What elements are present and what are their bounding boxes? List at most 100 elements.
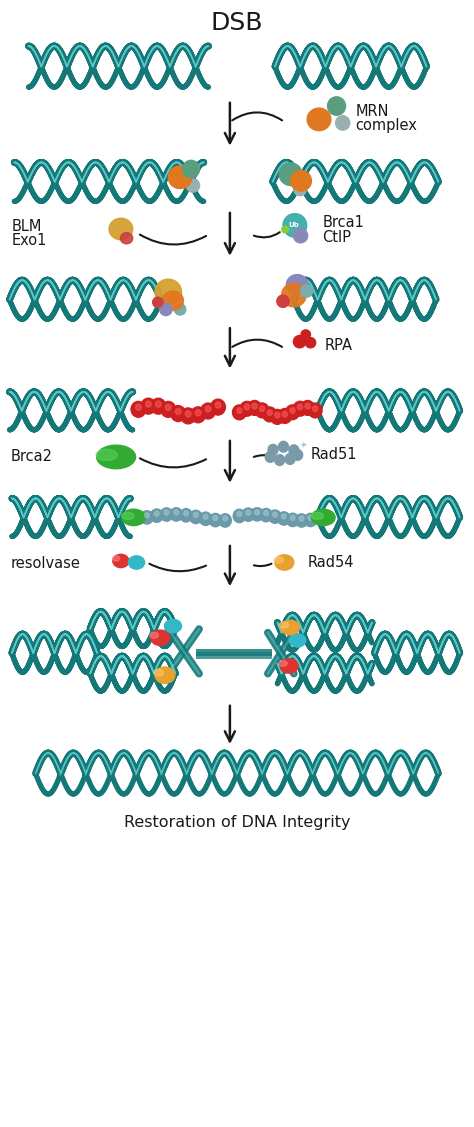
Circle shape (248, 400, 262, 416)
Circle shape (184, 511, 189, 516)
Circle shape (290, 408, 295, 414)
Ellipse shape (328, 97, 346, 115)
Circle shape (285, 453, 295, 464)
Circle shape (174, 509, 179, 515)
Circle shape (264, 511, 268, 516)
Circle shape (240, 401, 254, 416)
Circle shape (309, 403, 322, 418)
Circle shape (270, 409, 284, 424)
Ellipse shape (150, 632, 158, 638)
Ellipse shape (174, 304, 186, 316)
Circle shape (213, 515, 218, 521)
Text: Brca1: Brca1 (322, 215, 364, 230)
Circle shape (203, 514, 208, 520)
Ellipse shape (291, 170, 311, 192)
Ellipse shape (151, 630, 170, 646)
Circle shape (160, 508, 173, 521)
Circle shape (285, 405, 300, 419)
Ellipse shape (168, 166, 192, 188)
Text: complex: complex (356, 118, 418, 133)
Ellipse shape (109, 219, 133, 240)
Ellipse shape (305, 338, 316, 348)
Ellipse shape (290, 633, 306, 647)
Circle shape (246, 511, 251, 515)
Circle shape (233, 405, 246, 419)
Ellipse shape (293, 336, 306, 348)
Circle shape (141, 398, 156, 414)
Circle shape (191, 407, 206, 423)
Circle shape (171, 406, 186, 421)
Ellipse shape (155, 279, 182, 304)
Circle shape (268, 444, 278, 455)
Ellipse shape (294, 184, 306, 196)
Circle shape (165, 405, 171, 410)
Ellipse shape (113, 556, 120, 561)
Circle shape (209, 514, 221, 526)
Ellipse shape (336, 116, 350, 130)
Ellipse shape (155, 667, 175, 683)
Circle shape (293, 450, 302, 460)
Ellipse shape (163, 291, 183, 310)
Circle shape (255, 403, 269, 418)
Circle shape (278, 408, 292, 424)
Circle shape (201, 403, 215, 419)
Circle shape (299, 516, 304, 521)
Circle shape (215, 402, 221, 408)
Circle shape (200, 512, 212, 525)
Ellipse shape (154, 669, 164, 676)
Circle shape (170, 508, 182, 521)
Circle shape (175, 408, 181, 415)
Ellipse shape (282, 283, 306, 307)
Circle shape (141, 511, 153, 524)
Ellipse shape (122, 513, 134, 520)
Text: Exo1: Exo1 (12, 233, 47, 248)
Circle shape (252, 403, 257, 409)
Ellipse shape (275, 554, 294, 570)
Circle shape (233, 509, 246, 523)
Circle shape (263, 407, 277, 421)
Circle shape (242, 508, 255, 522)
Circle shape (282, 411, 287, 417)
Ellipse shape (293, 229, 308, 242)
Circle shape (223, 516, 228, 521)
Circle shape (260, 406, 265, 411)
Ellipse shape (283, 214, 307, 237)
Circle shape (219, 514, 231, 527)
Ellipse shape (301, 285, 313, 298)
Ellipse shape (280, 659, 298, 673)
Circle shape (295, 514, 308, 527)
Circle shape (151, 509, 163, 522)
Ellipse shape (312, 513, 324, 520)
Circle shape (205, 406, 211, 412)
Circle shape (193, 513, 198, 517)
Circle shape (237, 408, 242, 414)
Ellipse shape (153, 298, 163, 308)
Circle shape (210, 399, 226, 415)
Text: MRN: MRN (356, 104, 389, 119)
Ellipse shape (311, 509, 335, 525)
Circle shape (155, 401, 161, 407)
Ellipse shape (307, 108, 331, 131)
Text: Restoration of DNA Integrity: Restoration of DNA Integrity (124, 815, 350, 829)
Circle shape (136, 405, 141, 410)
Ellipse shape (164, 620, 182, 632)
Circle shape (289, 445, 299, 455)
Circle shape (145, 513, 149, 518)
Ellipse shape (182, 160, 200, 178)
Ellipse shape (113, 554, 129, 568)
Circle shape (251, 507, 264, 521)
Ellipse shape (122, 509, 146, 525)
Circle shape (155, 511, 159, 516)
Circle shape (190, 511, 202, 524)
Text: Rad51: Rad51 (310, 447, 357, 462)
Circle shape (304, 513, 317, 526)
Ellipse shape (281, 620, 300, 635)
Circle shape (301, 400, 315, 416)
Ellipse shape (286, 275, 308, 295)
Circle shape (293, 401, 307, 416)
Circle shape (265, 452, 275, 462)
Circle shape (245, 405, 250, 410)
Circle shape (273, 512, 277, 517)
Circle shape (297, 405, 303, 410)
Circle shape (279, 442, 288, 452)
